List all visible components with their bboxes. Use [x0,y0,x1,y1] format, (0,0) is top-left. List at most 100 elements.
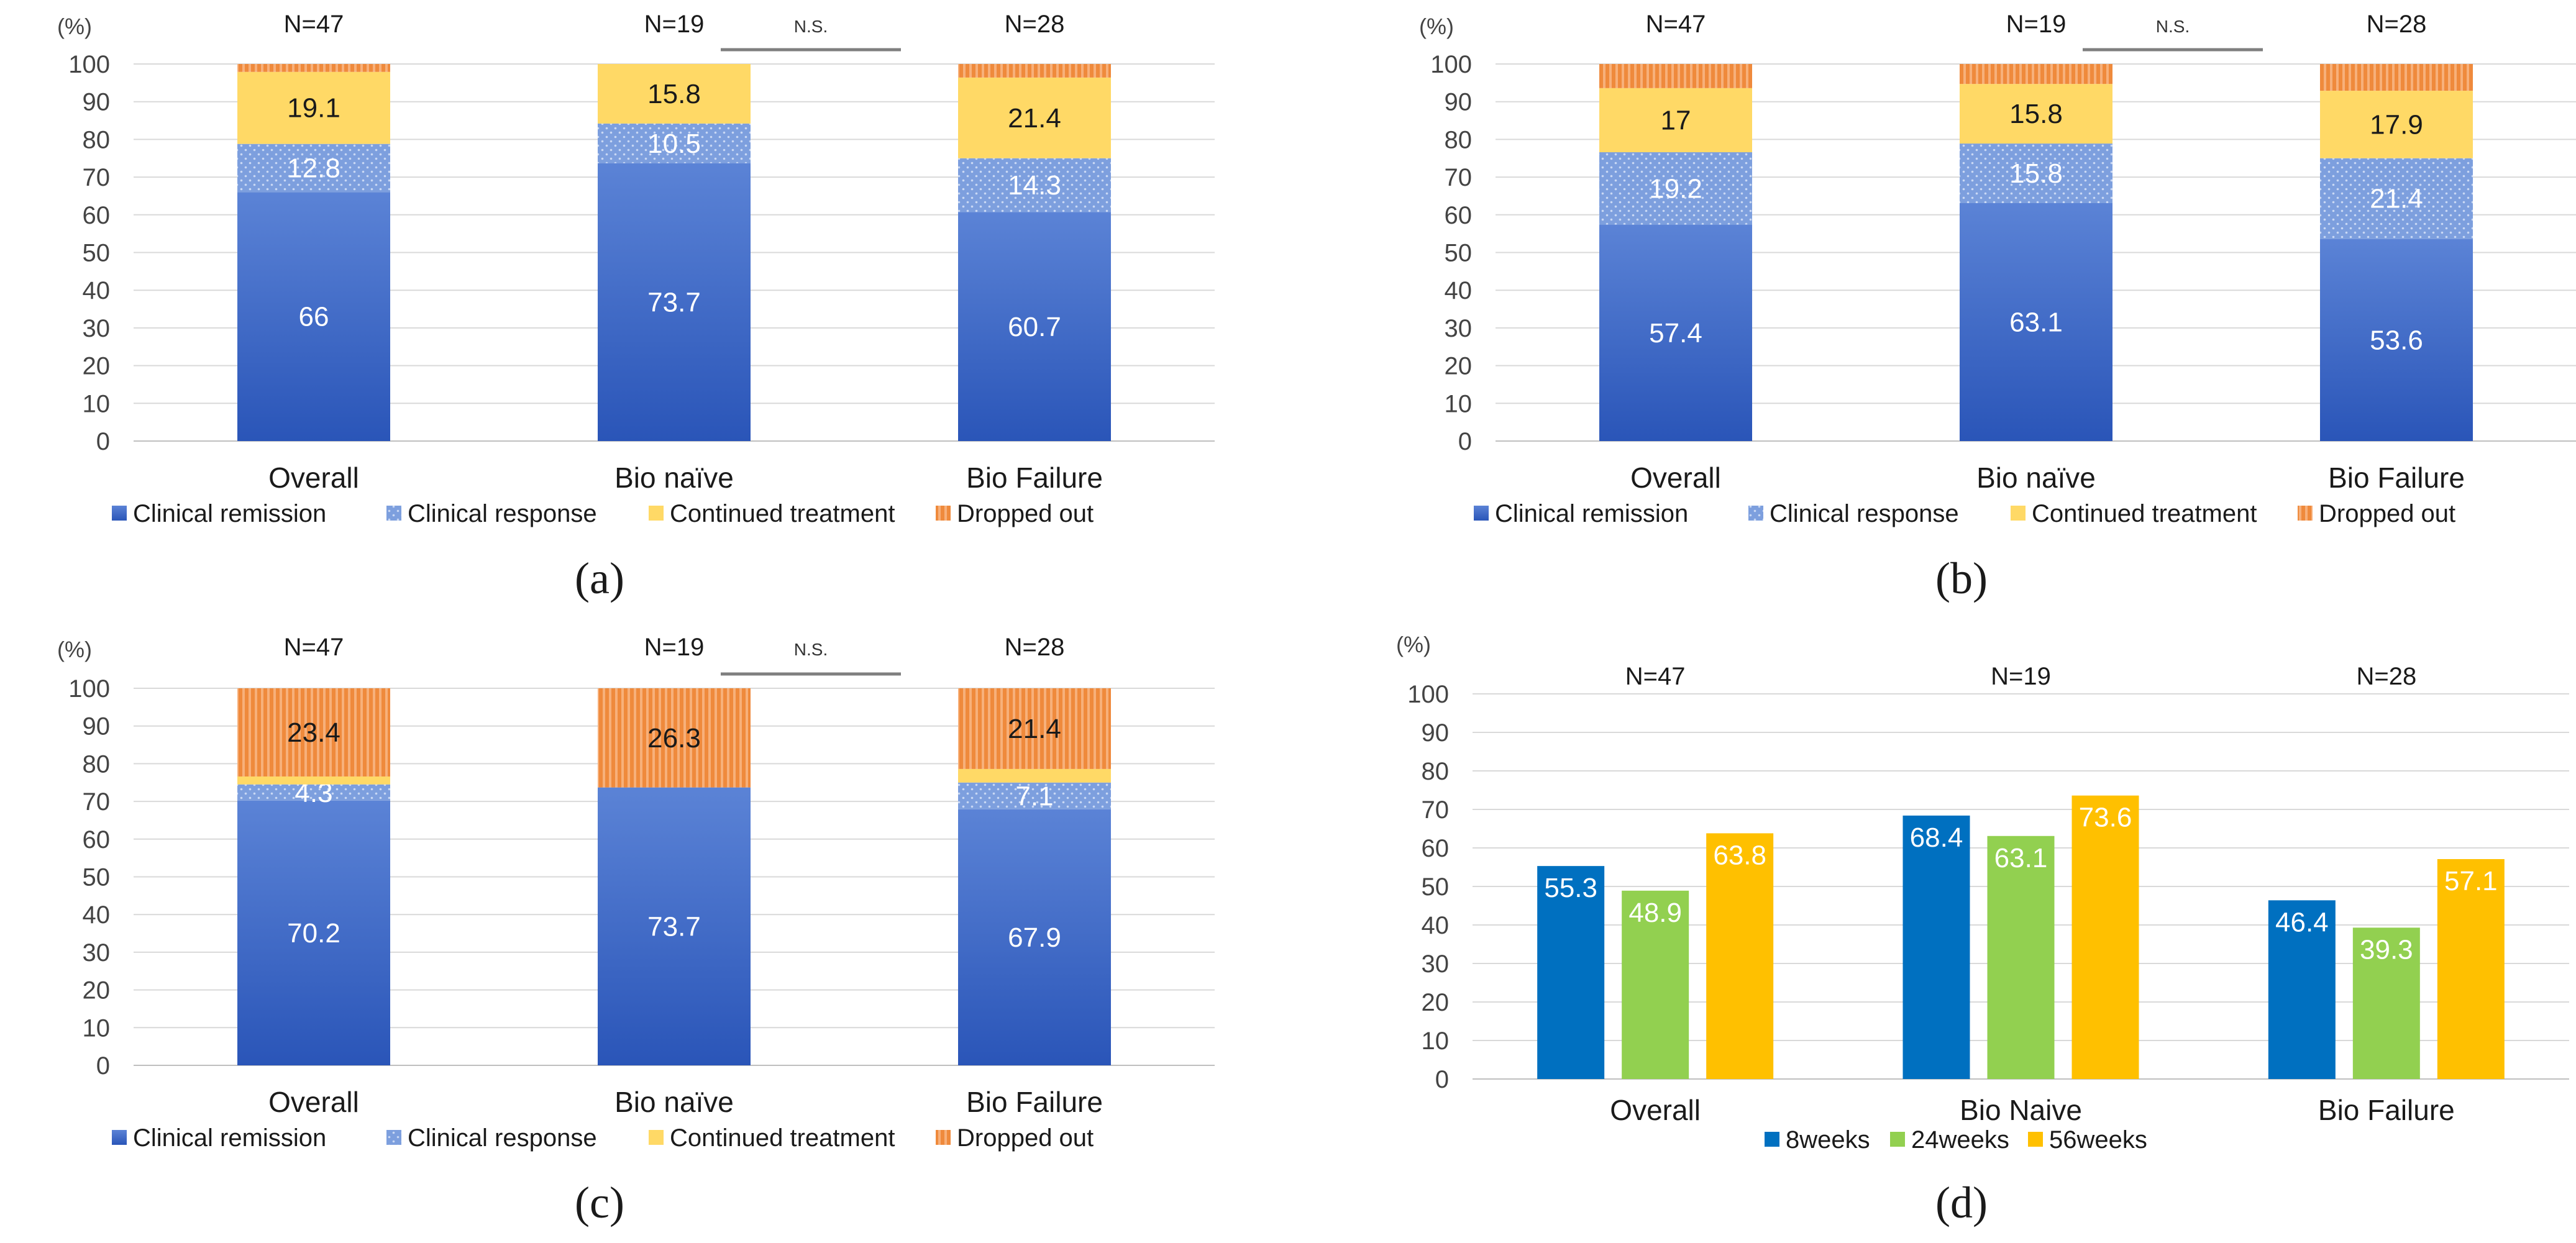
data-label: 12.8 [287,153,340,184]
x-category-label: Overall [1630,462,1721,494]
data-label: 55.3 [1544,873,1597,903]
y-tick-label: 0 [1435,1066,1449,1093]
x-category-label: Bio Failure [966,1086,1103,1118]
legend-swatch [649,506,664,521]
bar-segment-clinical-remission [598,787,751,1065]
x-category-label: Bio naïve [614,1086,734,1118]
y-tick-label: 90 [1422,719,1450,747]
y-tick-label: 40 [1445,277,1473,304]
n-label: N=28 [2367,11,2427,38]
y-tick-label: 80 [83,750,111,778]
data-label: 39.3 [2360,934,2413,965]
n-label: N=47 [1625,663,1686,690]
chart-panel-d: 0 10 20 30 40 50 60 70 80 90 100 (%) Overall N=47 55.3… [1396,632,2569,1227]
y-tick-label: 90 [1445,89,1473,116]
data-label: 17.9 [2370,109,2423,140]
legend-label: Clinical response [408,500,597,527]
bar-segment-continued-treatment [2320,91,2473,158]
data-label: 21.4 [1008,103,1061,134]
data-label: 66 [299,302,329,332]
bar-segment-continued-treatment [1599,88,1752,153]
bar-8weeks [2268,900,2336,1079]
data-label: 26.3 [647,723,701,754]
n-label: N=19 [1991,663,2051,690]
legend-label: Continued treatment [670,500,895,527]
bar-segment-clinical-remission [237,192,390,441]
y-tick-label: 20 [1445,353,1473,380]
y-tick-label: 40 [83,277,111,304]
data-label: 21.4 [1008,714,1061,744]
data-label: 53.6 [2370,325,2423,355]
y-tick-label: 20 [83,353,111,380]
data-label: 17 [1661,105,1691,135]
panel-label: (c) [575,1178,624,1227]
y-tick-label: 100 [1430,51,1472,78]
bar-segment-clinical-response [2320,158,2473,239]
y-unit-label: (%) [57,14,92,39]
data-label: 46.4 [2275,907,2329,937]
legend-label: 56weeks [2049,1126,2147,1154]
panel-label: (d) [1935,1178,1988,1227]
y-tick-label: 50 [1422,873,1450,901]
legend-label: Clinical remission [133,500,326,527]
legend-label: Dropped out [957,1124,1094,1152]
bar-24weeks [2352,927,2420,1079]
n-label: N=28 [2356,663,2416,690]
data-label: 7.1 [1015,781,1053,811]
bar-segment-continued-treatment [598,64,751,124]
bar-segment-continued-treatment [1960,84,2112,144]
y-tick-label: 60 [83,826,111,854]
n-label: N=28 [1005,634,1065,661]
y-tick-label: 40 [83,901,111,929]
x-category-label: Bio Naive [1960,1094,2082,1126]
bar-segment-clinical-remission [237,800,390,1065]
bar-24weeks [1622,890,1689,1079]
ns-label: N.S. [794,640,828,659]
y-tick-label: 70 [1445,164,1473,191]
y-tick-label: 90 [83,713,111,740]
bar-segment-dropped-out [237,688,390,777]
x-category-label: Bio Failure [966,462,1103,494]
data-label: 73.6 [2079,803,2132,833]
data-label: 15.8 [2009,158,2063,189]
bar-8weeks [1902,815,1970,1079]
y-tick-label: 50 [1445,240,1473,267]
legend-swatch [2011,506,2026,521]
y-tick-label: 10 [1445,390,1473,417]
bar-segment-dropped-out [2320,64,2473,91]
bar-segment-continued-treatment [958,768,1111,783]
bar-8weeks [1537,866,1605,1079]
data-label: 14.3 [1008,170,1061,201]
bar-segment-continued-treatment [958,77,1111,158]
legend-label: 24weeks [1911,1126,2009,1154]
y-tick-label: 10 [83,1014,111,1042]
y-tick-label: 60 [83,202,111,229]
bar-56weeks [1706,833,1774,1079]
y-tick-label: 50 [83,240,111,267]
n-label: N=47 [284,11,344,38]
bar-segment-continued-treatment [237,71,390,144]
legend-swatch [1474,506,1489,521]
bar-segment-clinical-remission [1599,224,1752,441]
y-unit-label: (%) [1396,632,1431,657]
x-category-label: Overall [1610,1094,1701,1126]
data-label: 23.4 [287,717,340,748]
y-tick-label: 20 [1422,989,1450,1016]
ns-label: N.S. [794,17,828,36]
data-label: 57.1 [2444,866,2498,896]
legend-swatch [2028,1132,2043,1147]
bar-segment-dropped-out [958,64,1111,78]
legend-label: Clinical remission [1495,500,1688,527]
data-label: 48.9 [1628,898,1682,928]
y-tick-label: 30 [1422,950,1450,978]
x-category-label: Bio Failure [2328,462,2465,494]
x-category-label: Overall [268,1086,359,1118]
legend-label: Continued treatment [670,1124,895,1152]
y-tick-label: 0 [1458,428,1472,455]
bar-segment-clinical-response [237,784,390,801]
legend-swatch [112,506,127,521]
chart-panel-c: 0 10 20 30 40 50 60 70 80 90 100 (%) Overall N=47 70.2… [57,634,1215,1227]
y-tick-label: 10 [83,390,111,417]
data-label: 63.1 [2009,307,2063,337]
